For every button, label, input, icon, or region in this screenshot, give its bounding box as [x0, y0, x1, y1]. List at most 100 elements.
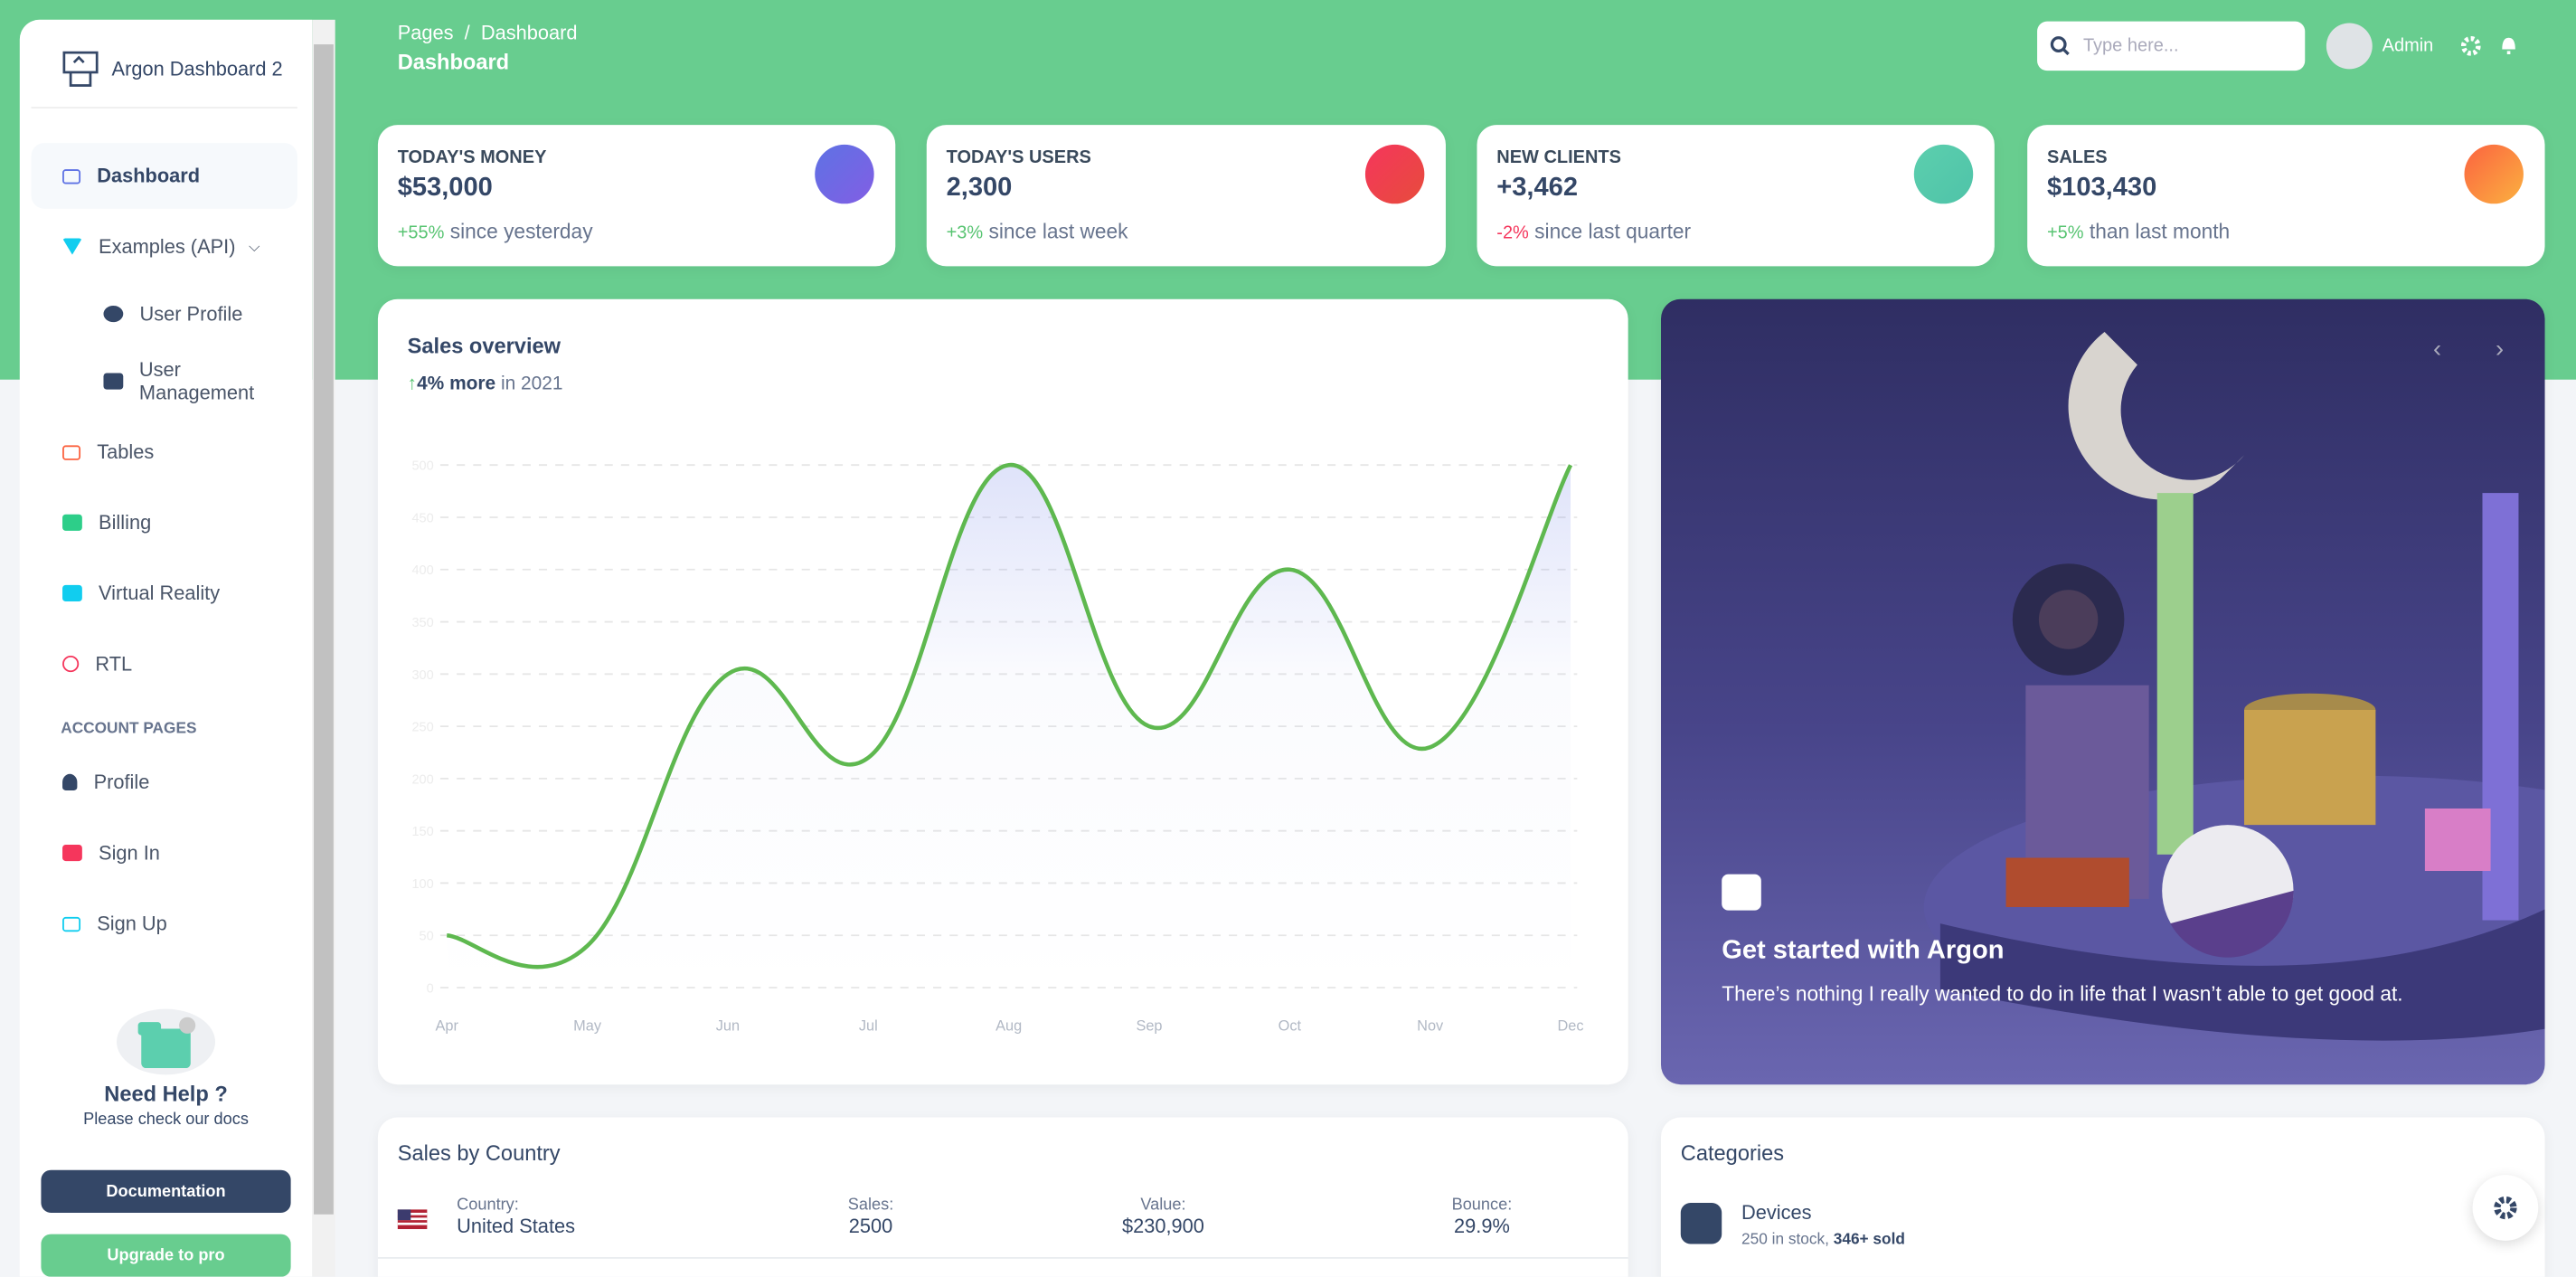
nav-item[interactable]: RTL: [32, 631, 297, 697]
cell-label: Sales:: [847, 1196, 894, 1215]
stat-title: NEW CLIENTS: [1496, 147, 1621, 168]
y-tick-label: 50: [420, 930, 434, 944]
cell-value: 2500: [848, 1214, 893, 1238]
category-detail: 250 in stock, 346+ sold: [1741, 1231, 1905, 1249]
sales-cell: Sales: 2500: [805, 1197, 936, 1237]
upgrade-button[interactable]: Upgrade to pro: [41, 1234, 291, 1277]
x-tick-label: Jun: [716, 1017, 740, 1034]
config-icon: [2494, 1196, 2517, 1220]
stat-value: 2,300: [946, 174, 1013, 203]
card-title: Sales by Country: [397, 1140, 561, 1166]
stat-value: +3,462: [1496, 174, 1579, 203]
carousel-next[interactable]: ›: [2496, 335, 2505, 364]
avatar[interactable]: [2326, 23, 2373, 70]
category-name[interactable]: Devices: [1741, 1201, 1812, 1225]
nav-item[interactable]: Virtual Reality: [32, 561, 297, 627]
nav-item[interactable]: Tables: [32, 419, 297, 485]
y-tick-label: 450: [411, 511, 433, 525]
nav-label: Sign In: [99, 841, 160, 865]
y-tick-label: 500: [411, 459, 433, 474]
brand-logo: [62, 51, 99, 87]
x-tick-label: Dec: [1558, 1017, 1584, 1034]
nav-item[interactable]: Billing: [32, 489, 297, 555]
stat-icon: [2464, 144, 2524, 204]
stat-note: since last quarter: [1534, 220, 1692, 243]
nav-label: Profile: [93, 771, 150, 794]
carousel-text: There’s nothing I really wanted to do in…: [1722, 982, 2403, 1007]
nav-label: Billing: [99, 511, 152, 534]
category-stock: 250 in stock,: [1741, 1230, 1829, 1249]
nav-item[interactable]: User Profile: [32, 281, 297, 347]
nav-item[interactable]: User Management: [32, 348, 297, 414]
x-tick-label: Oct: [1279, 1017, 1302, 1034]
nav-label: Examples (API): [99, 234, 236, 259]
page-title: Dashboard: [397, 49, 510, 74]
nav-label: Virtual Reality: [99, 582, 221, 605]
stat-value: $53,000: [397, 174, 493, 203]
chart-subtitle: ↑4% more in 2021: [407, 374, 563, 395]
notification-icon[interactable]: [2499, 34, 2519, 56]
x-tick-label: May: [573, 1017, 602, 1034]
y-tick-label: 200: [411, 772, 433, 787]
breadcrumb: Pages / Dashboard: [398, 22, 578, 44]
chart-card: Sales overview ↑4% more in 2021 0 50 100 15…: [377, 298, 1628, 1085]
carousel-illustration: [1722, 332, 2545, 1041]
stat-card: SALES $103,430 +5% than last month: [2027, 125, 2545, 267]
stat-change: -2%: [1496, 223, 1529, 243]
help-subtitle: Please check our docs: [83, 1111, 249, 1130]
stat-change: +3%: [946, 223, 984, 243]
stat-title: TODAY'S USERS: [946, 147, 1091, 168]
carousel-title: Get started with Argon: [1722, 936, 2005, 965]
search-box[interactable]: Type here...: [2037, 21, 2306, 71]
nav-label: User Profile: [139, 302, 243, 326]
divider: [31, 107, 297, 109]
y-tick-label: 300: [411, 668, 433, 683]
section-heading: ACCOUNT PAGES: [61, 719, 197, 738]
stat-icon: [1364, 144, 1425, 204]
cell-label: Value:: [1140, 1196, 1186, 1215]
settings-icon[interactable]: [2460, 35, 2481, 56]
bounce-cell: Bounce: 29.9%: [1416, 1197, 1547, 1237]
stat-note: than last month: [2089, 220, 2231, 243]
config-button[interactable]: [2472, 1175, 2539, 1241]
nav-label: User Management: [138, 358, 255, 404]
categories-card: Categories Devices 250 in stock, 346+ so…: [1660, 1117, 2545, 1277]
line: [446, 462, 1573, 970]
carousel: ‹ › Get started with Argon There’s nothi…: [1660, 298, 2545, 1085]
flag: [397, 1209, 428, 1230]
category-icon: [1680, 1203, 1722, 1244]
breadcrumb-item: Dashboard: [480, 21, 578, 45]
y-tick-label: 100: [411, 877, 433, 892]
scrollbar-thumb[interactable]: [314, 44, 334, 1215]
user-name[interactable]: Admin: [2382, 35, 2434, 56]
stat-icon: [1913, 144, 1974, 204]
breadcrumb-item[interactable]: Pages: [397, 21, 454, 45]
nav-item[interactable]: Examples (API) ⌵: [32, 213, 297, 279]
stat-title: SALES: [2046, 147, 2108, 168]
nav-item[interactable]: Sign In: [32, 820, 297, 886]
carousel-prev[interactable]: ‹: [2432, 335, 2442, 364]
y-tick-label: 250: [411, 721, 433, 735]
area: [447, 465, 1571, 988]
sidebar: Argon Dashboard 2 Dashboard Examples (AP…: [19, 19, 313, 1277]
scrollbar[interactable]: [312, 19, 335, 1277]
card-title: Categories: [1680, 1140, 1785, 1166]
subtitle-text: in 2021: [500, 374, 563, 395]
x-tick-label: Sep: [1136, 1017, 1162, 1034]
category-sold: 346+ sold: [1833, 1230, 1905, 1249]
stat-value: $103,430: [2046, 174, 2157, 203]
cell-label: Bounce:: [1451, 1196, 1513, 1215]
cell-value: United States: [457, 1214, 576, 1238]
y-tick-label: 0: [427, 981, 434, 996]
nav-item[interactable]: Dashboard: [31, 143, 297, 209]
nav-item[interactable]: Profile: [32, 750, 297, 816]
nav-label: Sign Up: [97, 912, 167, 935]
documentation-button[interactable]: Documentation: [41, 1169, 291, 1213]
search-placeholder: Type here...: [2082, 35, 2179, 56]
stat-icon: [815, 144, 874, 204]
nav-item[interactable]: Sign Up: [32, 891, 297, 957]
stat-change: +55%: [397, 223, 445, 243]
nav-label: Tables: [97, 440, 155, 464]
x-tick-label: Aug: [995, 1017, 1022, 1034]
